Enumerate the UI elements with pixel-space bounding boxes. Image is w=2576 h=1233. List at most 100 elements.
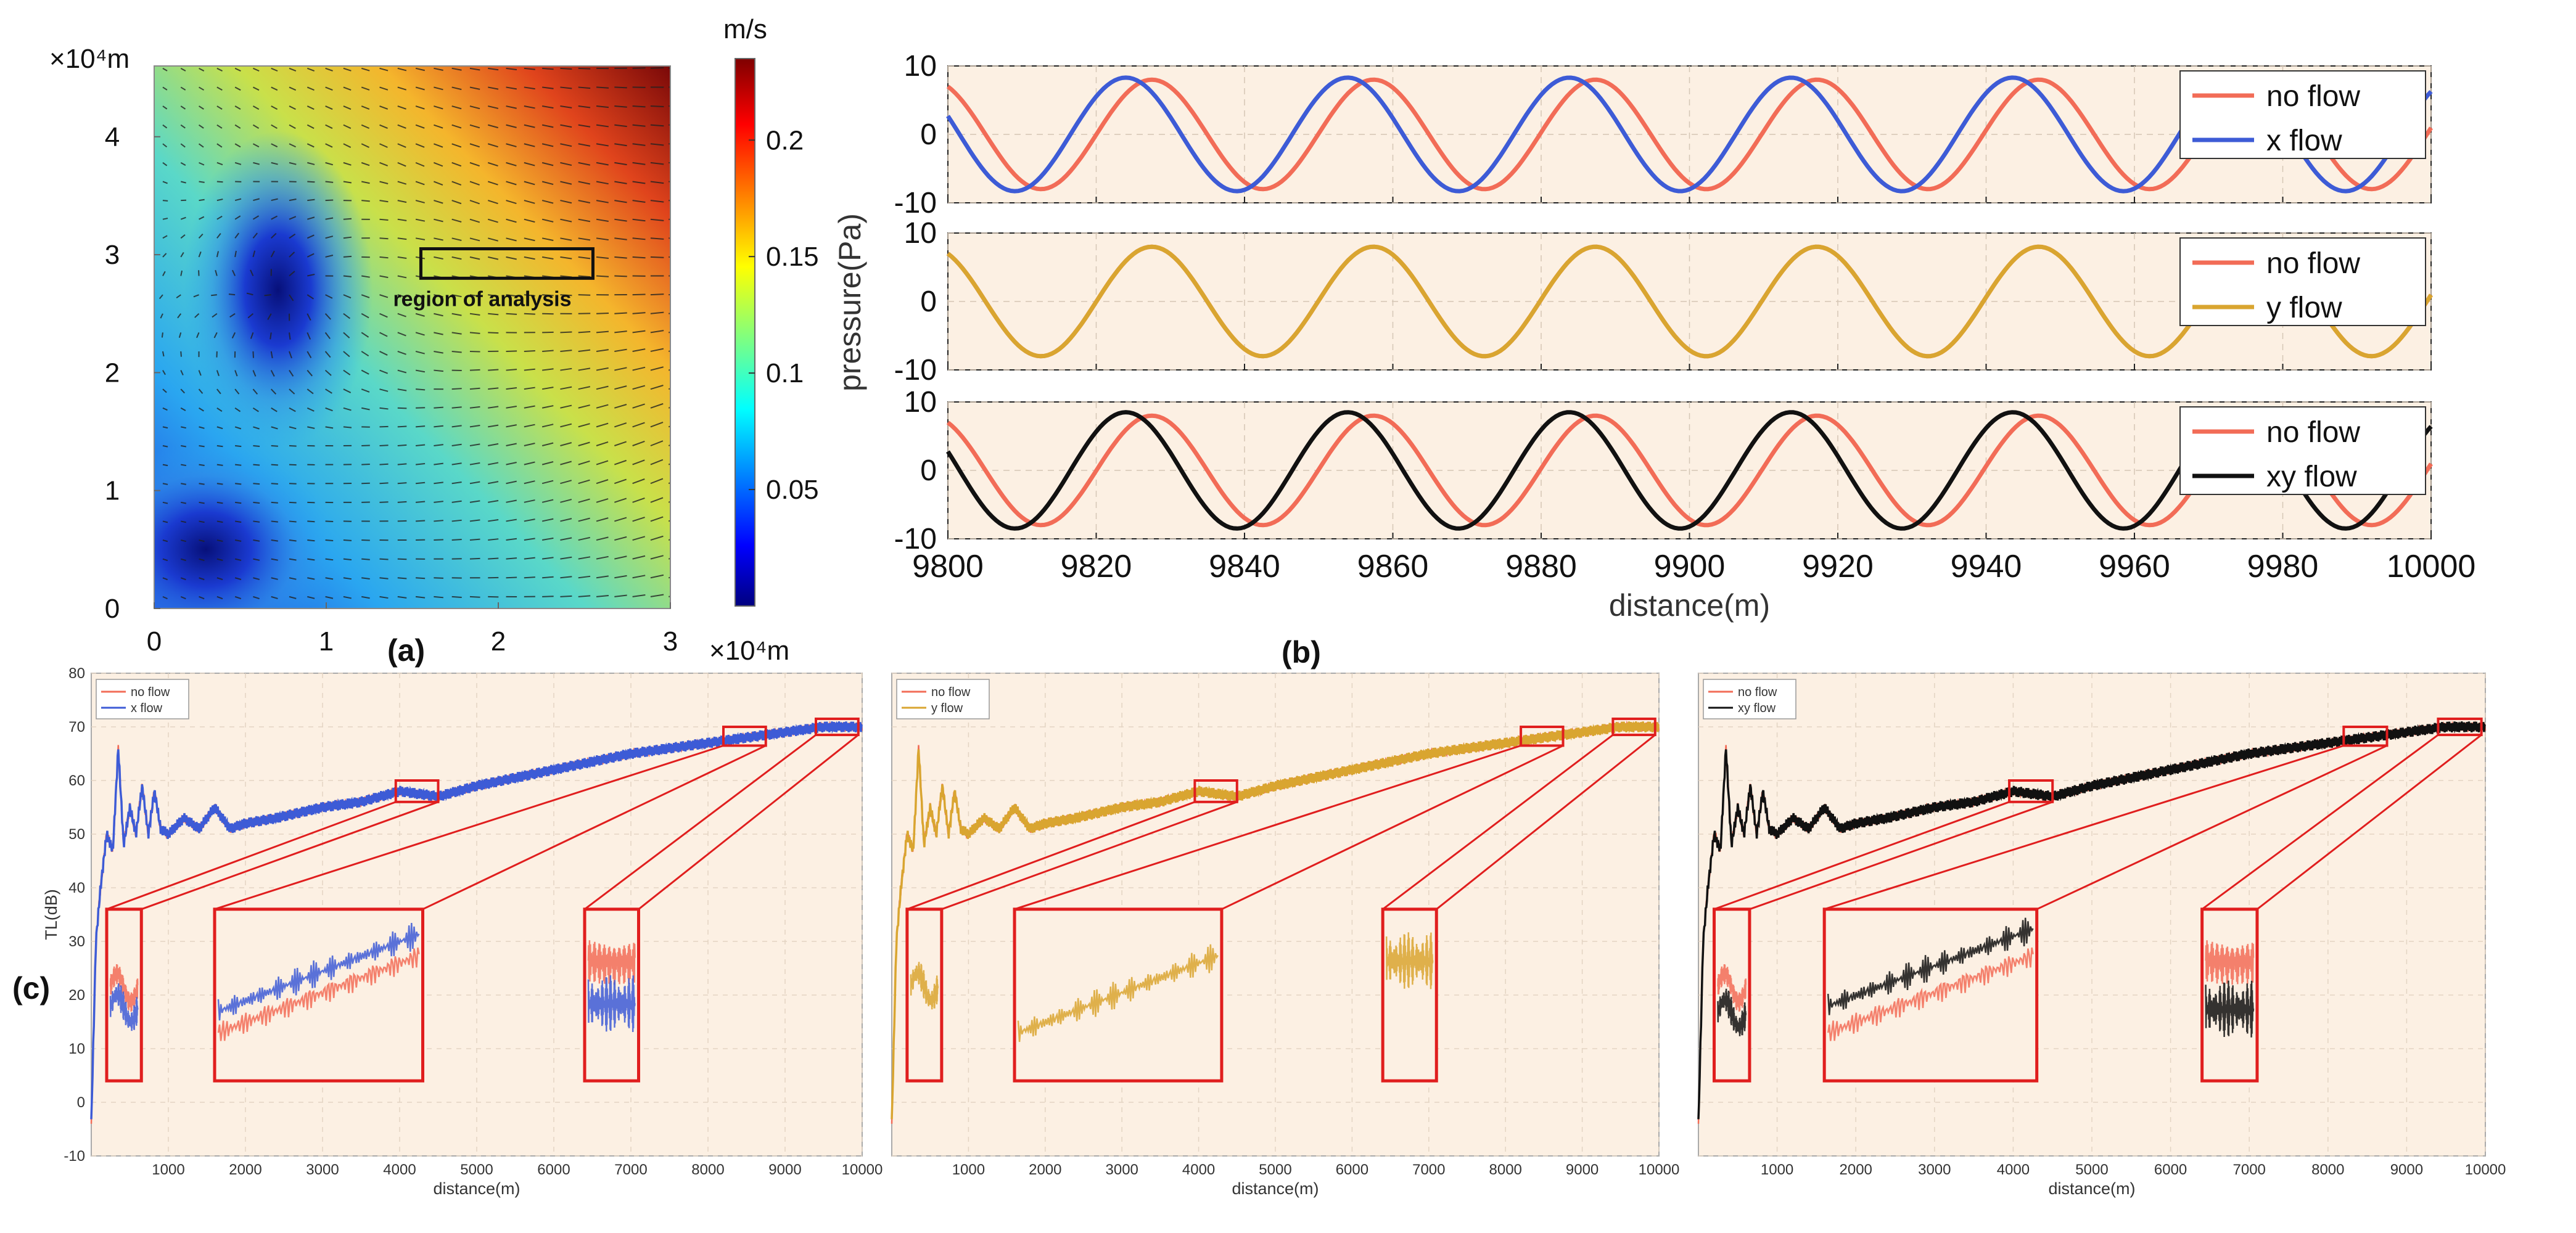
- quiver-arrow: [343, 67, 352, 72]
- legend-entry: no flow: [1738, 686, 1777, 699]
- x-tick-label: 9940: [1951, 549, 2022, 584]
- x-tick-label: 2: [491, 626, 506, 657]
- quiver-arrow: [271, 162, 278, 165]
- quiver-arrow: [524, 294, 535, 297]
- quiver-arrow: [614, 441, 627, 446]
- quiver-arrow: [307, 520, 315, 523]
- x-tick-label: 2000: [229, 1161, 261, 1178]
- quiver-arrow: [578, 124, 591, 128]
- x-tick-label: 7000: [1412, 1161, 1445, 1178]
- inset-series-flow: [1717, 988, 1747, 1036]
- quiver-arrow: [596, 367, 609, 371]
- quiver-arrow: [506, 162, 517, 166]
- quiver-arrow: [361, 181, 370, 184]
- inset-series-flow: [1385, 932, 1434, 989]
- quiver-arrow: [596, 479, 609, 485]
- quiver-arrow: [524, 105, 535, 109]
- quiver-arrow: [253, 501, 260, 504]
- quiver-arrow: [614, 422, 627, 428]
- quiver-arrow: [469, 200, 480, 205]
- quiver-arrow: [324, 369, 332, 376]
- quiver-arrow: [524, 480, 535, 485]
- inset-series-flow: [109, 983, 139, 1031]
- quiver-arrow: [199, 162, 205, 166]
- quiver-arrow: [632, 575, 646, 579]
- quiver-arrow: [199, 216, 205, 220]
- quiver-arrow: [488, 557, 499, 560]
- quiver-arrow: [325, 199, 334, 202]
- quiver-arrow: [379, 275, 389, 279]
- quiver-arrow: [229, 313, 236, 318]
- pressure-subplot: 10 0 -10 no flow x flow: [894, 50, 2433, 219]
- x-tick-label: 3000: [1106, 1161, 1138, 1178]
- quiver-arrow: [614, 181, 627, 184]
- quiver-arrow: [397, 596, 407, 599]
- quiver-arrow: [271, 426, 278, 430]
- quiver-arrow: [270, 388, 277, 395]
- quiver-arrow: [289, 86, 297, 91]
- quiver-arrow: [289, 216, 297, 220]
- quiver-arrow: [325, 105, 333, 110]
- x-tick-label: 9840: [1209, 549, 1280, 584]
- y-tick-label: 30: [68, 933, 85, 950]
- quiver-arrow: [524, 200, 535, 204]
- quiver-arrow: [434, 425, 443, 428]
- quiver-arrow: [451, 481, 462, 485]
- quiver-arrow: [343, 407, 352, 411]
- x-axis-label: distance(m): [1609, 588, 1770, 623]
- quiver-arrow: [415, 444, 426, 446]
- quiver-arrow: [343, 181, 352, 184]
- quiver-arrow: [379, 313, 388, 318]
- quiver-arrow: [325, 86, 333, 91]
- quiver-arrow: [542, 557, 554, 560]
- x-tick-label: 3000: [1918, 1161, 1951, 1178]
- quiver-arrow: [541, 200, 554, 204]
- quiver-arrow: [194, 313, 200, 318]
- quiver-arrow: [560, 105, 572, 109]
- quiver-arrow: [325, 407, 333, 412]
- quiver-arrow: [541, 218, 554, 223]
- y-axis-label: TL(dB): [42, 889, 60, 940]
- quiver-arrow: [596, 555, 609, 560]
- quiver-arrow: [650, 385, 664, 390]
- zoom-window: [815, 717, 860, 737]
- quiver-arrow: [325, 217, 334, 220]
- quiver-arrow: [541, 387, 554, 390]
- quiver-arrow: [361, 143, 369, 148]
- quiver-arrow: [271, 67, 278, 72]
- quiver-arrow: [325, 255, 334, 258]
- quiver-arrow: [650, 440, 664, 446]
- quiver-arrow: [469, 67, 480, 71]
- quiver-arrow: [650, 162, 664, 165]
- quiver-arrow: [415, 350, 425, 354]
- quiver-arrow: [307, 351, 312, 358]
- zoom-inset: [1713, 907, 1751, 1083]
- quiver-arrow: [578, 237, 591, 241]
- quiver-arrow: [180, 577, 186, 581]
- inset-series-flow: [1827, 917, 2034, 1015]
- quiver-arrow: [307, 105, 315, 110]
- zoom-connector: [1824, 745, 2344, 911]
- quiver-arrow: [560, 162, 572, 166]
- quiver-arrow: [234, 86, 241, 91]
- quiver-arrow: [542, 368, 554, 371]
- pressure-subplot: 10 0 -10 no flow y flow: [894, 217, 2433, 387]
- quiver-arrow: [289, 162, 297, 165]
- quiver-arrow: [289, 520, 297, 523]
- quiver-arrow: [632, 459, 645, 465]
- quiver-arrow: [488, 256, 499, 260]
- quiver-arrow: [506, 181, 517, 186]
- quiver-arrow: [228, 293, 236, 296]
- x-tick-label: 9820: [1061, 549, 1132, 584]
- quiver-arrow: [632, 517, 645, 522]
- quiver-arrow: [469, 86, 480, 90]
- quiver-arrow: [650, 422, 664, 428]
- x-axis-unit: ×10⁴m: [709, 636, 789, 666]
- quiver-arrow: [415, 313, 425, 317]
- quiver-arrow: [415, 425, 426, 428]
- quiver-arrow: [252, 250, 256, 258]
- quiver-arrow: [307, 558, 315, 561]
- quiver-arrow: [596, 162, 609, 166]
- quiver-arrow: [234, 232, 239, 239]
- quiver-arrow: [361, 67, 370, 72]
